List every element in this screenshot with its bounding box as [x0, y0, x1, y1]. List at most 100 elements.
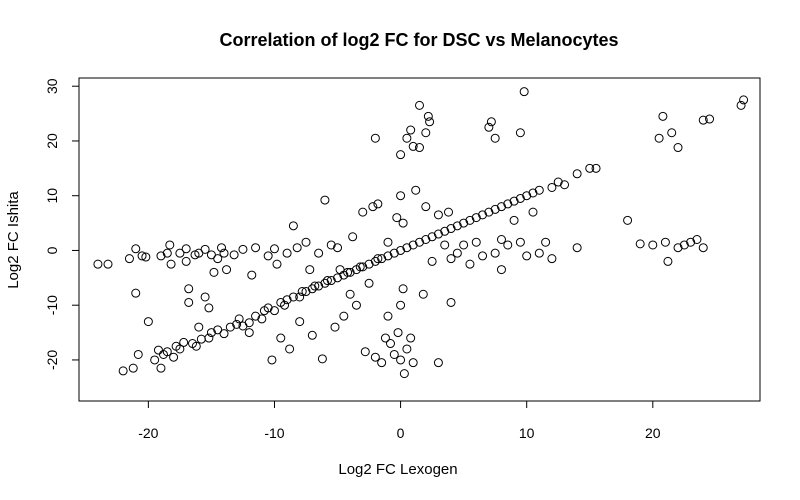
data-point — [421, 128, 431, 138]
data-point — [418, 289, 428, 299]
data-point — [238, 244, 248, 254]
y-tick-label: 10 — [44, 188, 60, 204]
data-point — [427, 256, 437, 266]
data-point — [305, 265, 315, 275]
y-tick-label: -20 — [44, 350, 60, 370]
data-point — [194, 322, 204, 332]
data-point — [393, 328, 403, 338]
data-point — [330, 322, 340, 332]
data-point — [572, 169, 582, 179]
y-axis-label: Log2 FC Ishita — [5, 191, 22, 289]
data-point — [282, 248, 292, 258]
data-point — [667, 128, 677, 138]
data-point — [364, 278, 374, 288]
data-point — [528, 188, 538, 198]
data-point — [295, 317, 305, 327]
data-point — [137, 251, 147, 261]
data-point — [169, 352, 179, 362]
data-point — [200, 244, 210, 254]
data-point — [534, 248, 544, 258]
data-point — [399, 369, 409, 379]
data-point — [471, 213, 481, 223]
data-point — [326, 240, 336, 250]
data-point — [133, 349, 143, 359]
data-point — [213, 254, 223, 264]
data-point — [515, 193, 525, 203]
data-point — [377, 358, 387, 368]
x-tick-label: 20 — [645, 425, 661, 441]
data-point — [219, 248, 229, 258]
data-point — [320, 195, 330, 205]
data-point — [179, 337, 189, 347]
data-point — [396, 150, 406, 160]
data-point — [471, 237, 481, 247]
data-point — [200, 292, 210, 302]
data-point — [411, 185, 421, 195]
data-point — [408, 141, 418, 151]
data-point — [162, 248, 172, 258]
data-point — [345, 267, 355, 277]
data-point — [444, 207, 454, 217]
data-point — [383, 311, 393, 321]
data-point — [560, 180, 570, 190]
data-point — [692, 235, 702, 244]
data-point — [257, 314, 267, 324]
data-point — [679, 240, 689, 250]
data-point — [339, 311, 349, 321]
data-point — [427, 232, 437, 242]
data-point — [358, 207, 368, 217]
data-point — [415, 237, 424, 247]
data-point — [320, 278, 330, 288]
data-point — [686, 237, 696, 247]
data-point — [515, 128, 525, 138]
data-point — [234, 314, 244, 324]
data-point — [522, 251, 532, 261]
data-point — [698, 115, 708, 125]
data-point — [421, 235, 431, 244]
data-point — [392, 213, 402, 223]
data-point — [459, 240, 469, 250]
data-point — [534, 185, 544, 195]
x-axis: -20 -10 0 10 20 — [138, 401, 661, 441]
data-point — [490, 204, 500, 214]
data-point — [310, 281, 320, 291]
data-point — [351, 300, 361, 310]
data-point — [433, 229, 443, 239]
data-point — [370, 352, 380, 362]
data-point — [547, 254, 557, 264]
data-point — [465, 215, 475, 225]
data-point — [162, 347, 172, 357]
data-point — [553, 177, 563, 187]
data-point — [408, 240, 418, 250]
data-point — [165, 240, 175, 250]
data-point — [181, 256, 191, 266]
data-point — [396, 355, 406, 365]
data-point — [225, 322, 235, 332]
data-point — [143, 317, 153, 327]
data-point — [335, 265, 345, 275]
data-point — [528, 207, 538, 217]
data-point — [484, 207, 494, 217]
data-point — [486, 117, 496, 127]
data-point — [509, 215, 519, 225]
plot-frame — [78, 77, 761, 402]
data-point — [591, 163, 601, 173]
y-tick-label: 30 — [44, 78, 60, 94]
data-point — [496, 265, 506, 275]
data-point — [314, 281, 324, 291]
data-point — [343, 267, 353, 277]
data-point — [515, 237, 525, 247]
data-point — [503, 199, 513, 209]
data-point — [166, 259, 176, 269]
data-point — [263, 303, 273, 313]
data-point — [585, 163, 595, 173]
data-point — [128, 363, 138, 373]
data-point — [247, 270, 257, 280]
data-point — [370, 133, 380, 143]
data-point — [490, 248, 500, 258]
data-point — [396, 300, 406, 310]
data-point — [191, 341, 201, 351]
data-point — [380, 333, 390, 343]
data-point — [654, 133, 664, 143]
